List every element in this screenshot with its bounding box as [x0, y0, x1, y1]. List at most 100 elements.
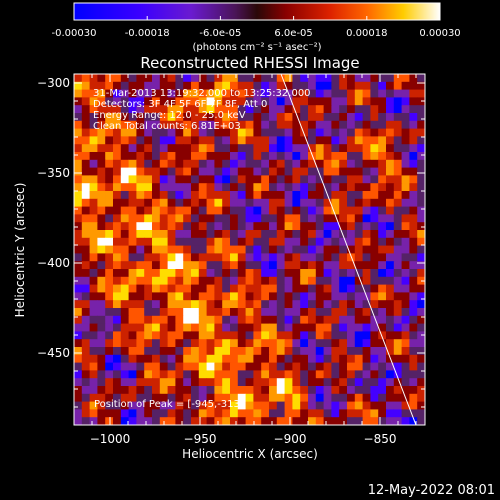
heatmap-cell — [292, 315, 301, 325]
heatmap-cell — [113, 206, 122, 215]
heatmap-cell — [269, 159, 278, 169]
heatmap-cell — [253, 393, 262, 403]
heatmap-cell — [152, 136, 161, 145]
heatmap-cell — [175, 253, 184, 262]
heatmap-cell — [167, 284, 176, 293]
heatmap-cell — [206, 222, 215, 231]
heatmap-cell — [339, 393, 348, 403]
heatmap-cell — [136, 386, 145, 395]
heatmap-cell — [308, 276, 317, 286]
heatmap-cell — [269, 401, 278, 410]
heatmap-cell — [198, 393, 208, 403]
heatmap-cell — [354, 269, 364, 278]
heatmap-cell — [89, 81, 98, 91]
heatmap-cell — [74, 230, 83, 239]
heatmap-cell — [97, 393, 106, 403]
heatmap-cell — [393, 323, 403, 332]
heatmap-cell — [292, 167, 301, 176]
heatmap-cell — [261, 97, 270, 106]
heatmap-cell — [74, 339, 83, 348]
heatmap-cell — [222, 74, 231, 83]
heatmap-cell — [276, 97, 286, 106]
heatmap-cell — [378, 347, 387, 356]
heatmap-cell — [300, 136, 309, 145]
heatmap-cell — [331, 152, 340, 161]
heatmap-cell — [315, 261, 325, 270]
heatmap-cell — [269, 315, 278, 325]
heatmap-cell — [354, 362, 364, 371]
heatmap-cell — [113, 97, 122, 106]
heatmap-cell — [136, 347, 145, 356]
annotation-time: 31-Mar-2013 13:19:32.000 to 13:25:32.000 — [93, 88, 311, 99]
heatmap-cell — [331, 74, 340, 83]
heatmap-cell — [378, 74, 387, 83]
heatmap-cell — [81, 331, 91, 340]
heatmap-cell — [159, 245, 169, 254]
heatmap-cell — [276, 198, 286, 208]
heatmap-cell — [120, 175, 130, 184]
heatmap-cell — [401, 401, 410, 410]
heatmap-cell — [136, 97, 145, 106]
heatmap-cell — [253, 354, 262, 364]
heatmap-cell — [339, 105, 348, 114]
heatmap-cell — [354, 136, 364, 145]
heatmap-cell — [206, 191, 215, 200]
heatmap-cell — [308, 245, 317, 254]
heatmap-cell — [386, 105, 395, 114]
heatmap-cell — [245, 370, 254, 379]
heatmap-cell — [97, 81, 106, 91]
heatmap-cell — [144, 230, 153, 239]
heatmap-cell — [393, 191, 403, 200]
heatmap-cell — [261, 362, 270, 371]
heatmap-cell — [339, 292, 348, 301]
colorbar-tick-label: 0.00018 — [346, 28, 387, 39]
heatmap-cell — [339, 308, 348, 317]
heatmap-cell — [253, 97, 262, 106]
heatmap-cell — [401, 354, 410, 364]
heatmap-cell — [245, 183, 254, 192]
heatmap-cell — [214, 167, 223, 176]
heatmap-cell — [347, 105, 356, 114]
heatmap-cell — [315, 206, 325, 215]
heatmap-cell — [370, 284, 379, 293]
heatmap-cell — [401, 198, 410, 208]
heatmap-cell — [269, 253, 278, 262]
heatmap-cell — [339, 230, 348, 239]
heatmap-cell — [276, 136, 286, 145]
heatmap-cell — [230, 198, 239, 208]
heatmap-cell — [167, 159, 176, 169]
heatmap-cell — [331, 175, 340, 184]
heatmap-cell — [308, 97, 317, 106]
heatmap-cell — [409, 378, 418, 387]
heatmap-cell — [206, 183, 215, 192]
heatmap-cell — [230, 74, 239, 83]
heatmap-cell — [386, 120, 395, 130]
heatmap-cell — [175, 362, 184, 371]
heatmap-cell — [292, 97, 301, 106]
heatmap-cell — [386, 292, 395, 301]
heatmap-cell — [276, 89, 286, 98]
heatmap-cell — [97, 261, 106, 270]
heatmap-cell — [393, 378, 403, 387]
heatmap-cell — [393, 300, 403, 309]
heatmap-cell — [97, 105, 106, 114]
heatmap-cell — [206, 362, 215, 371]
heatmap-cell — [89, 292, 98, 301]
heatmap-cell — [354, 74, 364, 83]
heatmap-cell — [409, 167, 418, 176]
heatmap-cell — [159, 152, 169, 161]
heatmap-cell — [120, 339, 130, 348]
heatmap-cell — [354, 222, 364, 231]
heatmap-cell — [120, 284, 130, 293]
heatmap-cell — [81, 237, 91, 247]
heatmap-cell — [323, 409, 332, 418]
heatmap-cell — [253, 144, 262, 153]
heatmap-cell — [386, 97, 395, 106]
heatmap-cell — [128, 89, 137, 98]
heatmap-cell — [74, 284, 83, 293]
heatmap-cell — [276, 105, 286, 114]
heatmap-cell — [113, 237, 122, 247]
heatmap-cell — [292, 74, 301, 83]
heatmap-cell — [362, 347, 371, 356]
heatmap-cell — [152, 230, 161, 239]
